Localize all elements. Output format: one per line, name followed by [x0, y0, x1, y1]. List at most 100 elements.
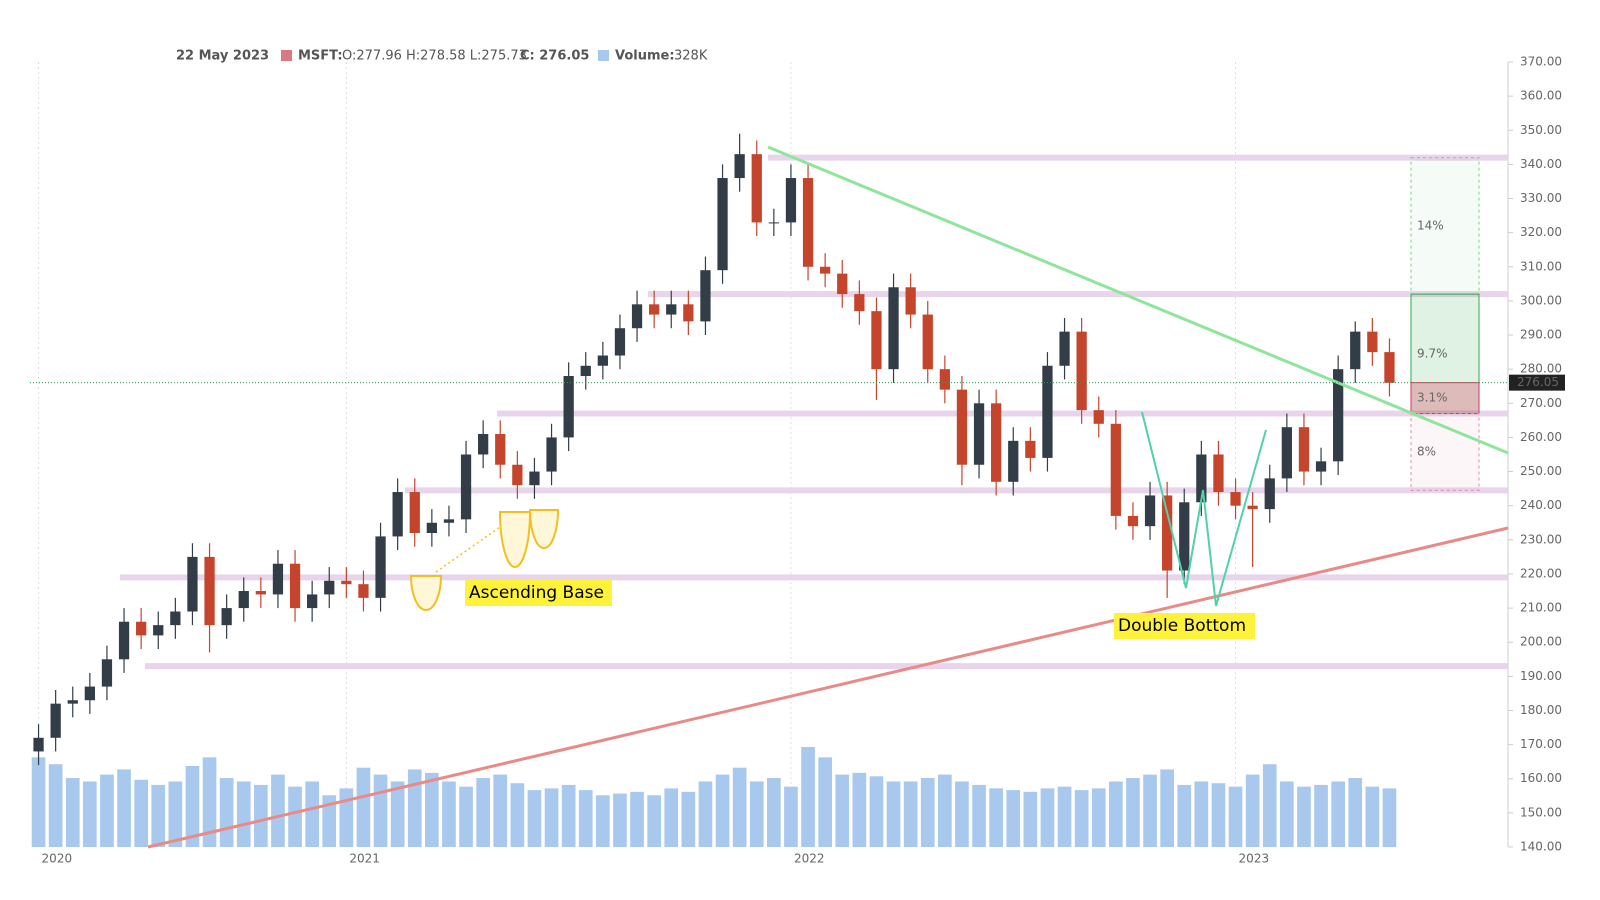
candle-body	[905, 287, 916, 315]
y-tick-label: 220.00	[1520, 566, 1562, 580]
candle-body	[426, 522, 437, 533]
y-tick-label: 290.00	[1520, 328, 1562, 342]
annotation: Double Bottom	[1118, 616, 1246, 636]
candle-body	[580, 365, 591, 376]
x-tick-label: 2020	[42, 852, 73, 866]
volume-bar	[1109, 781, 1123, 847]
y-tick-label: 170.00	[1520, 737, 1562, 751]
candle-body	[1315, 461, 1327, 472]
candle-body	[238, 591, 249, 609]
volume-bar	[1023, 791, 1038, 847]
candle-body	[649, 304, 660, 315]
volume-bar	[852, 772, 867, 847]
volume-bar	[100, 774, 114, 847]
candle-body	[1127, 515, 1139, 527]
volume-bar	[1126, 778, 1140, 847]
x-tick-label: 2023	[1239, 852, 1270, 866]
candle-body	[118, 621, 130, 660]
volume-bar	[236, 781, 251, 847]
candle-body	[1179, 502, 1190, 571]
candle-body	[341, 580, 352, 585]
target-box	[1410, 293, 1480, 415]
volume-bar	[1143, 774, 1157, 847]
volume-bar	[767, 778, 781, 847]
candle-body	[324, 580, 335, 595]
candle-body	[939, 369, 950, 390]
y-tick-label: 210.00	[1520, 601, 1562, 615]
candle-body	[1042, 365, 1053, 458]
header-volume-label: Volume:	[615, 49, 675, 64]
candle-body	[563, 376, 574, 438]
candle-body	[1367, 331, 1378, 353]
y-tick-label: 200.00	[1520, 635, 1562, 649]
candle-body	[820, 266, 831, 274]
price-swatch	[281, 50, 292, 61]
cup-shape	[528, 509, 560, 549]
candle-body	[614, 328, 626, 356]
candle-body	[136, 621, 147, 636]
y-tick-label: 360.00	[1520, 89, 1562, 103]
candle-body	[666, 304, 677, 315]
y-tick-label: 340.00	[1520, 157, 1562, 171]
annotation-box	[465, 580, 612, 606]
candle-body	[495, 434, 506, 465]
y-tick-label: 280.00	[1520, 362, 1562, 376]
candle-body	[272, 563, 284, 595]
volume-bar	[1091, 788, 1106, 847]
volume-bar	[561, 784, 576, 847]
candle-body	[1230, 492, 1241, 506]
candle-body	[221, 608, 232, 626]
volume-bar	[1194, 781, 1209, 847]
volume-bar	[134, 779, 148, 847]
target-label: 3.1%	[1417, 391, 1448, 405]
y-tick-label: 370.00	[1520, 55, 1562, 69]
volume-bar	[1245, 774, 1260, 847]
volume-bar	[544, 788, 559, 847]
y-tick-label: 330.00	[1520, 191, 1562, 205]
volume-bar	[647, 795, 661, 847]
volume-bar	[835, 774, 850, 847]
y-tick-label: 190.00	[1520, 669, 1562, 683]
candle-body	[1025, 440, 1036, 458]
candle-body	[1247, 505, 1258, 510]
candle-body	[785, 178, 797, 223]
volume-bar	[339, 788, 354, 847]
y-tick-label: 250.00	[1520, 464, 1562, 478]
volume-bar	[886, 781, 901, 847]
candle-body	[67, 700, 78, 704]
candle-body	[973, 403, 985, 465]
candle-body	[768, 222, 779, 224]
volume-bar	[442, 781, 456, 847]
candle-body	[1350, 331, 1361, 370]
volume-bar	[185, 765, 200, 847]
candle-body	[717, 178, 728, 271]
candle-body	[460, 454, 472, 520]
volume-bar	[869, 776, 884, 847]
volume-bar	[1211, 783, 1226, 847]
candle-body	[991, 403, 1002, 482]
target-box	[1410, 157, 1480, 295]
header: 22 May 2023 MSFT: O:277.96 H:278.58 L:27…	[176, 49, 708, 64]
candle-body	[1196, 454, 1207, 503]
volume-bar	[578, 790, 593, 847]
candle-body	[802, 178, 814, 267]
candle-body	[1298, 427, 1310, 472]
volume-bar	[1314, 784, 1328, 847]
y-tick-label: 260.00	[1520, 430, 1562, 444]
annotation: Ascending Base	[469, 583, 604, 603]
y-tick-label: 150.00	[1520, 805, 1562, 819]
candle-body	[289, 563, 301, 609]
price-tag: 276.05	[1517, 375, 1559, 389]
volume-bar	[715, 774, 730, 847]
candle-body	[1008, 440, 1019, 482]
candle-body	[1144, 495, 1156, 527]
header-ohlc: O:277.96 H:278.58 L:275.73	[342, 49, 527, 64]
volume-bar	[356, 767, 371, 847]
y-tick-label: 240.00	[1520, 498, 1562, 512]
volume-bar	[202, 757, 217, 847]
volume-bar	[510, 783, 525, 847]
volume-bar	[527, 790, 542, 847]
x-tick-label: 2021	[349, 852, 380, 866]
candle-body	[204, 556, 215, 626]
